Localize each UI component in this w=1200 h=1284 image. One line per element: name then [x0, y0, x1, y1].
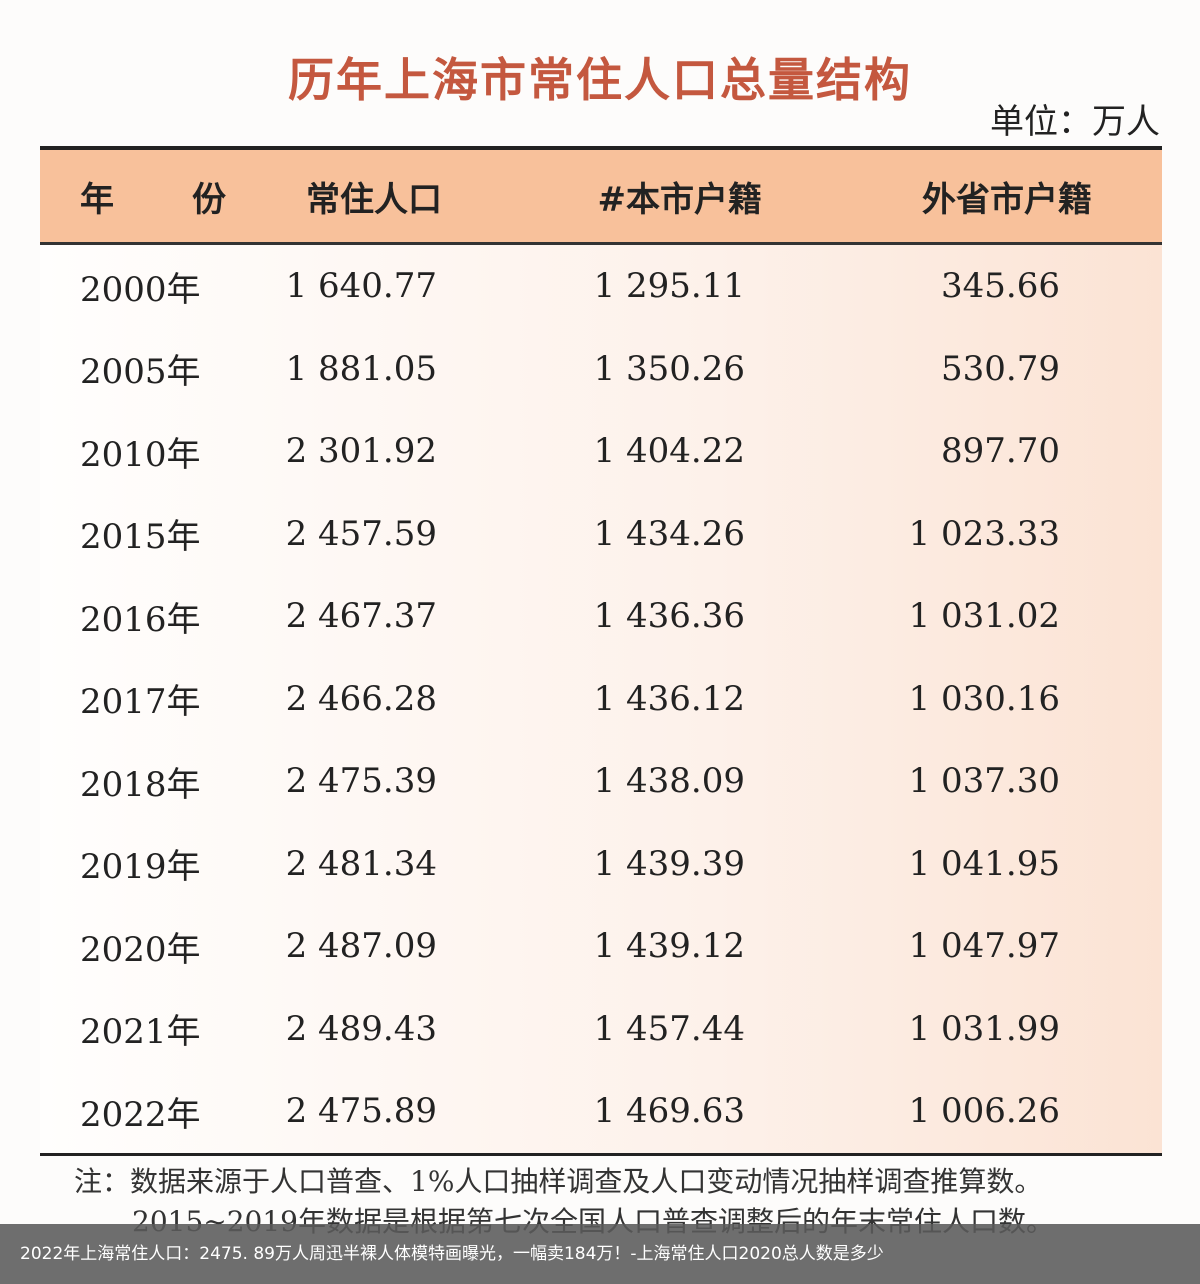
- cell-local-hukou: 1 438.09: [593, 761, 745, 802]
- header-year: 年 份: [80, 179, 248, 220]
- cell-resident: 2 301.92: [285, 431, 437, 472]
- table-row: 2022年 2 475.89 1 469.63 1 006.26: [40, 1070, 1162, 1153]
- table-row: 2020年 2 487.09 1 439.12 1 047.97: [40, 905, 1162, 988]
- cell-other-province: 1 023.33: [908, 513, 1060, 554]
- page-title: 历年上海市常住人口总量结构: [288, 53, 912, 107]
- cell-year: 2016年: [80, 599, 201, 640]
- table-body: 2000年 1 640.77 1 295.11 345.66 2005年 1 881.05…: [40, 245, 1162, 1153]
- cell-year: 2017年: [80, 682, 201, 723]
- header-resident: 常住人口: [306, 179, 442, 220]
- cell-year: 2022年: [80, 1094, 201, 1135]
- table-row: 2016年 2 467.37 1 436.36 1 031.02: [40, 575, 1162, 658]
- cell-other-province: 1 031.99: [908, 1008, 1060, 1049]
- cell-local-hukou: 1 436.12: [593, 678, 745, 719]
- cell-resident: 2 489.43: [285, 1008, 437, 1049]
- cell-resident: 1 881.05: [285, 348, 437, 389]
- table-header: 年 份 常住人口 #本市户籍 外省市户籍: [40, 150, 1162, 245]
- cell-resident: 2 466.28: [285, 678, 437, 719]
- table-row: 2017年 2 466.28 1 436.12 1 030.16: [40, 658, 1162, 741]
- cell-year: 2010年: [80, 434, 201, 475]
- cell-year: 2021年: [80, 1012, 201, 1053]
- cell-local-hukou: 1 439.39: [593, 843, 745, 884]
- cell-year: 2000年: [80, 269, 201, 310]
- cell-resident: 2 475.89: [285, 1091, 437, 1132]
- table-row: 2005年 1 881.05 1 350.26 530.79: [40, 328, 1162, 411]
- cell-resident: 2 487.09: [285, 926, 437, 967]
- cell-other-province: 897.70: [941, 431, 1060, 472]
- table-row: 2015年 2 457.59 1 434.26 1 023.33: [40, 493, 1162, 576]
- cell-year: 2005年: [80, 352, 201, 393]
- cell-local-hukou: 1 457.44: [593, 1008, 745, 1049]
- header-local-hukou: #本市户籍: [597, 179, 763, 220]
- table-row: 2010年 2 301.92 1 404.22 897.70: [40, 410, 1162, 493]
- cell-local-hukou: 1 350.26: [593, 348, 745, 389]
- table-row: 2000年 1 640.77 1 295.11 345.66: [40, 245, 1162, 328]
- unit-label: 单位：万人: [990, 102, 1160, 142]
- population-table: 年 份 常住人口 #本市户籍 外省市户籍 2000年 1 640.77 1 295.…: [40, 146, 1162, 1156]
- table-row: 2019年 2 481.34 1 439.39 1 041.95: [40, 823, 1162, 906]
- cell-local-hukou: 1 404.22: [593, 431, 745, 472]
- cell-local-hukou: 1 434.26: [593, 513, 745, 554]
- footnote-line: 注：数据来源于人口普查、1%人口抽样调查及人口变动情况抽样调查推算数。: [74, 1165, 1043, 1198]
- cell-local-hukou: 1 469.63: [593, 1091, 745, 1132]
- cell-other-province: 1 041.95: [908, 843, 1060, 884]
- cell-resident: 2 475.39: [285, 761, 437, 802]
- cell-year: 2020年: [80, 929, 201, 970]
- cell-year: 2018年: [80, 764, 201, 805]
- cell-local-hukou: 1 439.12: [593, 926, 745, 967]
- cell-other-province: 345.66: [941, 266, 1060, 307]
- cell-resident: 1 640.77: [285, 266, 437, 307]
- cell-other-province: 1 047.97: [908, 926, 1060, 967]
- cell-other-province: 530.79: [941, 348, 1060, 389]
- table-row: 2018年 2 475.39 1 438.09 1 037.30: [40, 740, 1162, 823]
- cell-resident: 2 467.37: [285, 596, 437, 637]
- cell-year: 2015年: [80, 517, 201, 558]
- cell-other-province: 1 031.02: [908, 596, 1060, 637]
- cell-other-province: 1 037.30: [908, 761, 1060, 802]
- image-caption-bar: 2022年上海常住人口：2475. 89万人周迅半裸人体模特画曝光，一幅卖184…: [0, 1224, 1200, 1284]
- table-row: 2021年 2 489.43 1 457.44 1 031.99: [40, 988, 1162, 1071]
- cell-resident: 2 457.59: [285, 513, 437, 554]
- cell-other-province: 1 030.16: [908, 678, 1060, 719]
- cell-year: 2019年: [80, 847, 201, 888]
- cell-other-province: 1 006.26: [908, 1091, 1060, 1132]
- cell-local-hukou: 1 295.11: [593, 266, 745, 307]
- cell-resident: 2 481.34: [285, 843, 437, 884]
- cell-local-hukou: 1 436.36: [593, 596, 745, 637]
- header-other-province: 外省市户籍: [922, 179, 1092, 220]
